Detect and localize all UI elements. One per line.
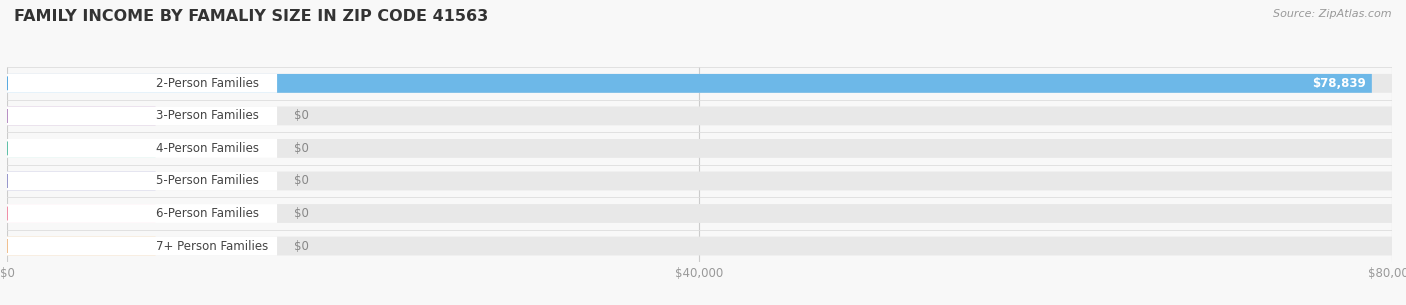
FancyBboxPatch shape <box>7 237 1392 256</box>
Text: $78,839: $78,839 <box>1313 77 1367 90</box>
FancyBboxPatch shape <box>7 204 277 223</box>
Text: $0: $0 <box>294 142 308 155</box>
FancyBboxPatch shape <box>7 171 1392 190</box>
FancyBboxPatch shape <box>7 139 156 158</box>
Text: 4-Person Families: 4-Person Families <box>156 142 259 155</box>
FancyBboxPatch shape <box>7 139 277 158</box>
FancyBboxPatch shape <box>7 171 277 190</box>
FancyBboxPatch shape <box>7 171 156 190</box>
Text: 5-Person Families: 5-Person Families <box>156 174 259 188</box>
FancyBboxPatch shape <box>7 74 1372 93</box>
Text: 7+ Person Families: 7+ Person Families <box>156 239 267 253</box>
Text: 2-Person Families: 2-Person Families <box>156 77 259 90</box>
FancyBboxPatch shape <box>7 204 1392 223</box>
FancyBboxPatch shape <box>7 237 156 256</box>
Text: $0: $0 <box>294 174 308 188</box>
FancyBboxPatch shape <box>7 74 277 93</box>
Text: 6-Person Families: 6-Person Families <box>156 207 259 220</box>
FancyBboxPatch shape <box>7 237 277 256</box>
Text: Source: ZipAtlas.com: Source: ZipAtlas.com <box>1274 9 1392 19</box>
FancyBboxPatch shape <box>7 139 1392 158</box>
FancyBboxPatch shape <box>7 204 156 223</box>
FancyBboxPatch shape <box>7 74 1392 93</box>
FancyBboxPatch shape <box>7 106 1392 125</box>
Text: $0: $0 <box>294 109 308 122</box>
Text: $0: $0 <box>294 207 308 220</box>
Text: FAMILY INCOME BY FAMALIY SIZE IN ZIP CODE 41563: FAMILY INCOME BY FAMALIY SIZE IN ZIP COD… <box>14 9 488 24</box>
Text: 3-Person Families: 3-Person Families <box>156 109 259 122</box>
FancyBboxPatch shape <box>7 106 277 125</box>
FancyBboxPatch shape <box>7 106 156 125</box>
Text: $0: $0 <box>294 239 308 253</box>
